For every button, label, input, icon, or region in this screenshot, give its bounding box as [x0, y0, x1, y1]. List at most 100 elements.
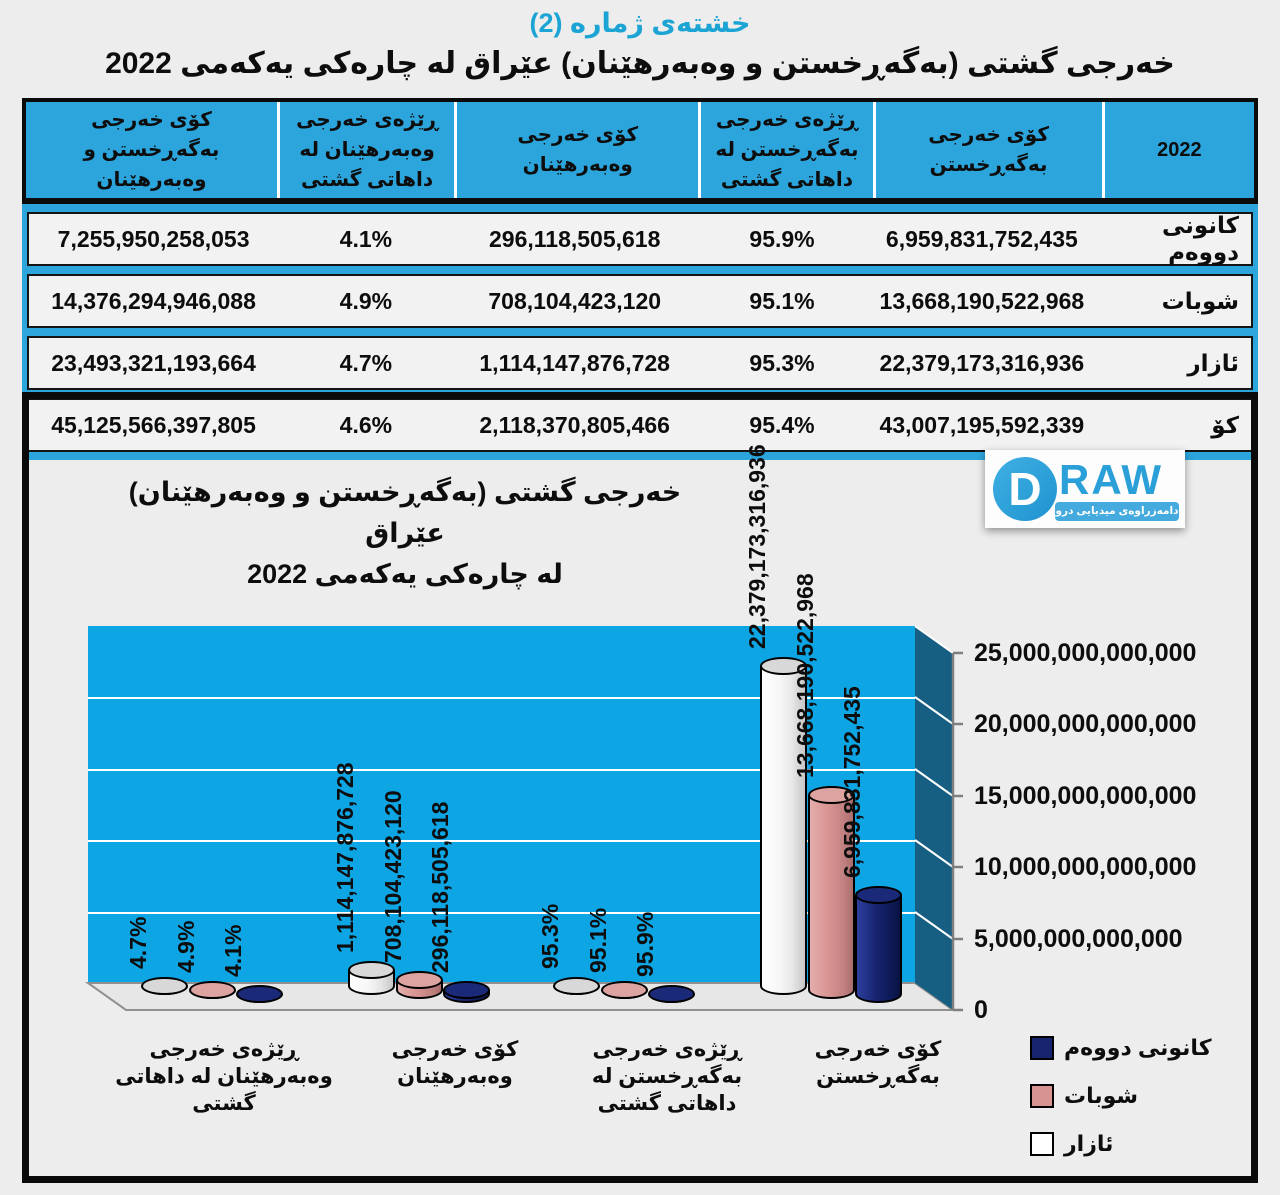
cell-operating-pct: 95.4% [749, 411, 815, 438]
cell-investment-pct: 4.7% [339, 349, 393, 376]
header-year: 2022 [1157, 139, 1202, 161]
cylinder-top [443, 981, 490, 999]
cell-investment: 708,104,423,120 [488, 287, 662, 314]
bar-value-label: 1,114,147,876,728 [331, 762, 358, 953]
chart-legend: کانونی دووەم شوبات ئازار [1030, 1024, 1212, 1168]
bar-value-label: 4.1% [219, 924, 246, 977]
cell-investment-pct: 4.9% [339, 287, 393, 314]
cell-month: ئازار [1187, 349, 1240, 376]
bar-value-label: 6,959,831,752,435 [838, 686, 865, 878]
cell-month: کانونی دووەم [1162, 212, 1240, 265]
gridline [88, 769, 915, 771]
cell-operating-pct: 95.1% [749, 287, 815, 314]
cell-operating: 13,668,190,522,968 [879, 287, 1085, 314]
category-label: ڕێژەی خەرجی وەبەرهێنان لە داهاتی گشتی [115, 1038, 333, 1115]
table-header-row: کۆی خەرجی بەگەڕخستن و وەبەرهێنان ڕێژەی خ… [22, 98, 1258, 204]
gridline [88, 840, 915, 842]
y-tick-label: 5,000,000,000,000 [974, 925, 1183, 953]
cylinder-bar [601, 981, 648, 999]
legend-label: ئازار [1064, 1131, 1114, 1156]
table-row-total: 45,125,566,397,805 4.6% 2,118,370,805,46… [27, 398, 1253, 452]
y-tick-label: 0 [974, 996, 988, 1024]
header-operating-pct: ڕێژەی خەرجی بەگەڕخستن لە داهاتی گشتی [701, 102, 876, 198]
cell-month: کۆ [1211, 411, 1240, 438]
cylinder-top [553, 977, 600, 995]
cell-investment-pct: 4.1% [339, 225, 393, 252]
y-tick-label: 20,000,000,000,000 [974, 710, 1197, 738]
table-row: 23,493,321,193,664 4.7% 1,114,147,876,72… [27, 336, 1253, 390]
y-tick-label: 10,000,000,000,000 [974, 853, 1197, 881]
cylinder-top [808, 786, 855, 804]
cylinder-top [648, 985, 695, 1003]
header-operating-expenses: کۆی خەرجی بەگەڕخستن [876, 102, 1105, 198]
gridline [88, 697, 915, 699]
legend-label: شوبات [1064, 1083, 1139, 1108]
cylinder-bar [855, 886, 902, 1003]
bar-value-label: 95.9% [631, 911, 658, 977]
report-tag-title: خشتەی ژمارە (2) [529, 8, 751, 38]
expenditure-table: کۆی خەرجی بەگەڕخستن و وەبەرهێنان ڕێژەی خ… [22, 98, 1258, 460]
chart-frame [22, 392, 1258, 1183]
cell-total: 23,493,321,193,664 [51, 349, 256, 376]
bar-value-label: 95.3% [536, 903, 563, 969]
cylinder-top [855, 886, 902, 904]
chart-title-line1: خەرجی گشتی (بەگەڕخستن و وەبەرهێنان) عێرا… [128, 477, 682, 548]
bar-value-label: 4.7% [124, 916, 151, 969]
cylinder-top [141, 977, 188, 995]
legend-item: شوبات [1030, 1072, 1212, 1120]
cell-total: 14,376,294,946,088 [51, 287, 256, 314]
gridline [88, 912, 915, 914]
cylinder-bar [189, 981, 236, 999]
legend-item: کانونی دووەم [1030, 1024, 1212, 1072]
cell-investment-pct: 4.6% [339, 411, 393, 438]
category-label: ڕێژەی خەرجی بەگەڕخستن لە داهاتی گشتی [591, 1038, 743, 1115]
cylinder-top [601, 981, 648, 999]
page-title: خەرجی گشتی (بەگەڕخستن و وەبەرهێنان) عێرا… [105, 47, 1175, 80]
cylinder-bar [396, 971, 443, 999]
cylinder-body [760, 666, 807, 995]
cylinder-body [808, 795, 855, 999]
cylinder-bar [141, 977, 188, 995]
legend-swatch-icon [1030, 1132, 1054, 1156]
draw-media-logo: D RAW دامەزراوەی میدیایی درو [985, 450, 1185, 528]
cell-operating: 22,379,173,316,936 [879, 349, 1085, 376]
cell-month: شوبات [1161, 287, 1240, 314]
cylinder-bar [760, 657, 807, 995]
cell-total: 45,125,566,397,805 [51, 411, 256, 438]
cylinder-top [189, 981, 236, 999]
cylinder-top [396, 971, 443, 989]
cell-operating-pct: 95.3% [749, 349, 815, 376]
cylinder-bar [553, 977, 600, 995]
cylinder-top [760, 657, 807, 675]
table-row: 7,255,950,258,053 4.1% 296,118,505,618 9… [27, 212, 1253, 266]
cylinder-bar [443, 981, 490, 1003]
logo-wordmark: RAW [1059, 456, 1163, 503]
header-total-expenses: کۆی خەرجی بەگەڕخستن و وەبەرهێنان [26, 102, 280, 198]
logo-banner-text: دامەزراوەی میدیایی درو [1055, 502, 1179, 521]
cell-investment: 296,118,505,618 [488, 225, 661, 252]
logo-circle-icon: D [993, 457, 1057, 521]
cell-investment: 1,114,147,876,728 [479, 349, 670, 376]
cylinder-bar [808, 786, 855, 999]
cell-total: 7,255,950,258,053 [57, 225, 250, 252]
cell-operating-pct: 95.9% [749, 225, 815, 252]
cell-investment: 2,118,370,805,466 [479, 411, 670, 438]
header-investment-pct: ڕێژەی خەرجی وەبەرهێنان لە داهاتی گشتی [280, 102, 458, 198]
chart-title: خەرجی گشتی (بەگەڕخستن و وەبەرهێنان) عێرا… [120, 472, 690, 595]
logo-letter-d: D [1008, 463, 1042, 515]
bar-value-label: 95.1% [584, 907, 611, 973]
legend-label: کانونی دووەم [1064, 1035, 1212, 1060]
bar-value-label: 296,118,505,618 [426, 801, 453, 973]
legend-item: ئازار [1030, 1120, 1212, 1168]
table-body: 7,255,950,258,053 4.1% 296,118,505,618 9… [22, 204, 1258, 460]
category-label: کۆی خەرجی وەبەرهێنان [391, 1038, 519, 1088]
bar-value-label: 708,104,423,120 [379, 790, 406, 963]
cylinder-bar [236, 985, 283, 1003]
cell-operating: 6,959,831,752,435 [885, 225, 1078, 252]
bar-value-label: 13,668,190,522,968 [791, 573, 818, 778]
cylinder-top [348, 961, 395, 979]
cell-operating: 43,007,195,592,339 [879, 411, 1085, 438]
legend-swatch-icon [1030, 1084, 1054, 1108]
y-tick-label: 25,000,000,000,000 [974, 639, 1197, 667]
